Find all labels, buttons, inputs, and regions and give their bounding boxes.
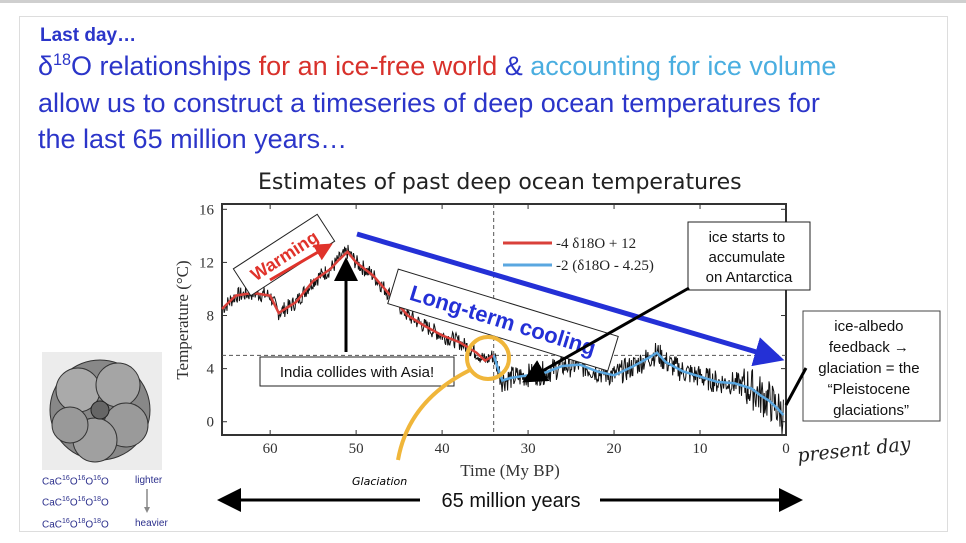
- x-tick-label: 50: [349, 441, 364, 457]
- f: O: [85, 476, 94, 488]
- headline-line-3: the last 65 million years…: [38, 124, 348, 154]
- y-tick-label: 4: [207, 362, 215, 378]
- india-label: India collides with Asia!: [280, 364, 434, 381]
- antarctica-arrow: [522, 286, 690, 383]
- f: O: [100, 476, 109, 488]
- f: 16: [93, 475, 101, 482]
- kicker: Last day…: [40, 25, 137, 46]
- f: CaC: [42, 497, 63, 509]
- albedo-label: ice-albedo feedback → glaciation = the “…: [818, 318, 924, 419]
- antarctica-box: [687, 221, 811, 291]
- cooling-arrow: [356, 231, 785, 367]
- isotope-row: CaC16O16O18O: [42, 496, 109, 508]
- antarctica-line: accumulate: [709, 249, 786, 266]
- india-box: [259, 356, 455, 387]
- heavier-label: heavier: [135, 518, 168, 529]
- antarctica-line: on Antarctica: [706, 269, 793, 286]
- foraminifera-image: [42, 352, 162, 470]
- relationships-text: O relationships: [71, 51, 259, 81]
- albedo-line: feedback →: [829, 339, 909, 356]
- y-tick-label: 0: [207, 415, 215, 431]
- antarctica-line: ice starts to: [709, 229, 786, 246]
- f: CaC: [42, 476, 63, 488]
- glaciation-pointer: [396, 368, 471, 461]
- ampersand: &: [497, 51, 531, 81]
- albedo-line: “Pleistocene: [828, 381, 911, 398]
- sup-18: 18: [53, 51, 72, 69]
- x-tick-label: 30: [521, 441, 536, 457]
- f: O: [85, 497, 94, 509]
- f: 18: [77, 518, 86, 525]
- albedo-line: glaciation = the: [818, 360, 919, 377]
- y-tick-label: 8: [207, 309, 215, 325]
- span-label: 65 million years: [442, 490, 581, 512]
- y-tick-label: 16: [199, 202, 215, 218]
- delta: δ: [38, 51, 54, 81]
- lighter-label: lighter: [135, 475, 163, 486]
- x-axis-label: Time (My BP): [460, 461, 560, 480]
- f: CaC: [42, 519, 63, 531]
- headline-line-2: allow us to construct a timeseries of de…: [38, 88, 820, 118]
- f: 18: [93, 518, 101, 525]
- chart-title: Estimates of past deep ocean temperature…: [258, 170, 742, 195]
- albedo-pointer: [784, 367, 808, 406]
- f: O: [69, 497, 78, 509]
- arrow-head-icon: [144, 507, 150, 513]
- glaciation-circle: [465, 335, 511, 381]
- x-tick-label: 10: [693, 441, 708, 457]
- f: O: [100, 519, 109, 531]
- legend-red-label: -4 δ18O + 12: [556, 236, 636, 252]
- f: 16: [77, 475, 86, 482]
- present-day-handwritten: present day: [796, 433, 912, 467]
- headline-line-1: δ18O relationships for an ice-free world…: [38, 51, 836, 82]
- f: 16: [62, 475, 70, 482]
- f: O: [69, 476, 78, 488]
- x-tick-label: 60: [263, 441, 278, 457]
- f: O: [69, 519, 78, 531]
- x-tick-label: 40: [435, 441, 450, 457]
- top-bar: [0, 0, 966, 3]
- x-tick-label: 20: [607, 441, 622, 457]
- f: 16: [62, 518, 70, 525]
- f: O: [100, 497, 109, 509]
- y-axis-label: Temperature (°C): [173, 260, 192, 379]
- f: O: [85, 519, 94, 531]
- ice-free-text: for an ice-free world: [258, 51, 498, 81]
- albedo-line: ice-albedo: [834, 318, 903, 335]
- warming-arrow: [269, 243, 333, 282]
- albedo-box: [802, 310, 941, 422]
- slide-frame: [19, 16, 948, 532]
- f: 18: [93, 496, 101, 503]
- x-tick-label: 0: [782, 441, 790, 457]
- y-tick-label: 12: [199, 255, 214, 271]
- f: 16: [62, 496, 70, 503]
- antarctica-label: ice starts to accumulate on Antarctica: [706, 229, 793, 286]
- isotope-row: CaC16O18O18O: [42, 518, 109, 530]
- f: 16: [77, 496, 86, 503]
- ice-volume-text: accounting for ice volume: [530, 51, 837, 81]
- legend: -4 δ18O + 12 -2 (δ18O - 4.25): [503, 236, 654, 274]
- legend-blue-label: -2 (δ18O - 4.25): [556, 258, 654, 274]
- glaciation-handwritten: Glaciation: [352, 475, 407, 488]
- albedo-line: glaciations”: [833, 402, 909, 419]
- isotope-row: CaC16O16O16O: [42, 475, 109, 487]
